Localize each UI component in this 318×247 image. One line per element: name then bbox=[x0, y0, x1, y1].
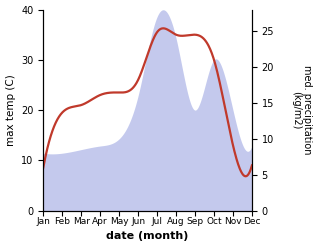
Y-axis label: max temp (C): max temp (C) bbox=[5, 74, 16, 146]
Y-axis label: med. precipitation
(kg/m2): med. precipitation (kg/m2) bbox=[291, 65, 313, 155]
X-axis label: date (month): date (month) bbox=[107, 231, 189, 242]
